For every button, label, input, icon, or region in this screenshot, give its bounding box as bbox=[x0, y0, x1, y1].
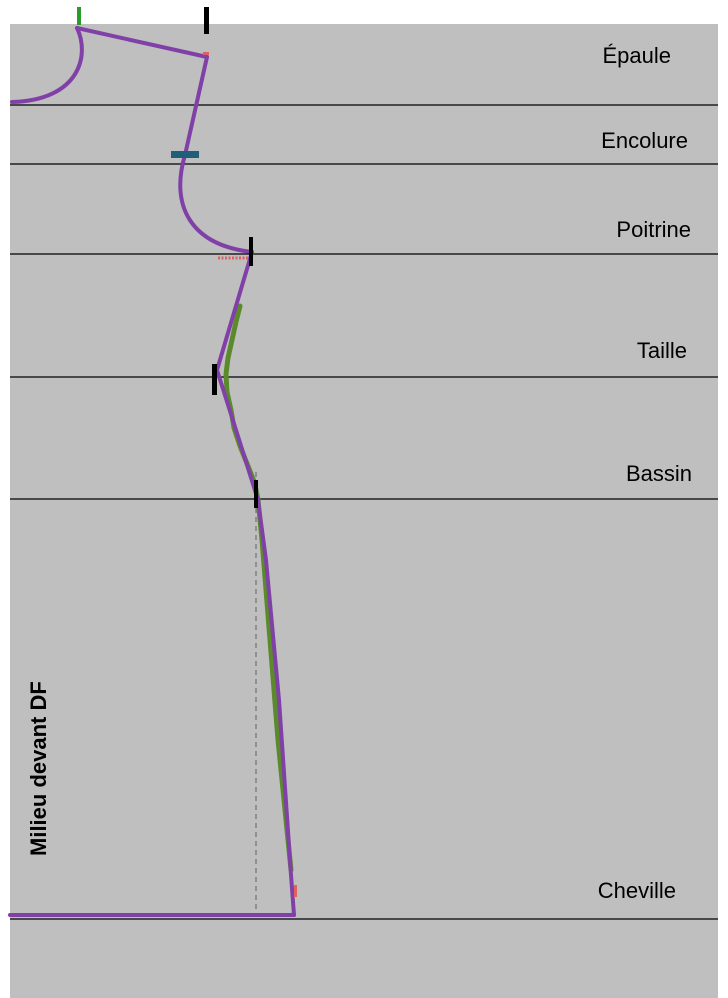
level-label-cheville: Cheville bbox=[598, 878, 676, 903]
shoulder-armhole-curve bbox=[10, 26, 84, 104]
cheville-red-tick bbox=[294, 885, 297, 897]
poitrine-black-marker bbox=[249, 237, 253, 266]
level-lines bbox=[10, 104, 718, 920]
level-label-epaule: Épaule bbox=[602, 43, 671, 68]
encolure-teal-marker bbox=[171, 151, 199, 158]
neckline-curve bbox=[178, 55, 254, 254]
level-label-bassin: Bassin bbox=[626, 461, 692, 486]
level-label-taille: Taille bbox=[637, 338, 687, 363]
pattern-outline bbox=[8, 26, 296, 917]
shoulder-line bbox=[75, 26, 209, 59]
background-panel bbox=[10, 24, 718, 998]
taille-black-marker bbox=[212, 364, 217, 395]
level-label-encolure: Encolure bbox=[601, 128, 688, 153]
side-label-milieu-devant: Milieu devant DF bbox=[26, 681, 51, 856]
shoulder-green-marker bbox=[77, 7, 81, 25]
front-contour bbox=[215, 250, 296, 917]
shoulder-black-marker bbox=[204, 7, 209, 34]
level-label-poitrine: Poitrine bbox=[616, 217, 691, 242]
bassin-black-marker bbox=[254, 480, 258, 508]
shoulder-red-tick bbox=[203, 52, 209, 55]
markers bbox=[77, 7, 297, 897]
